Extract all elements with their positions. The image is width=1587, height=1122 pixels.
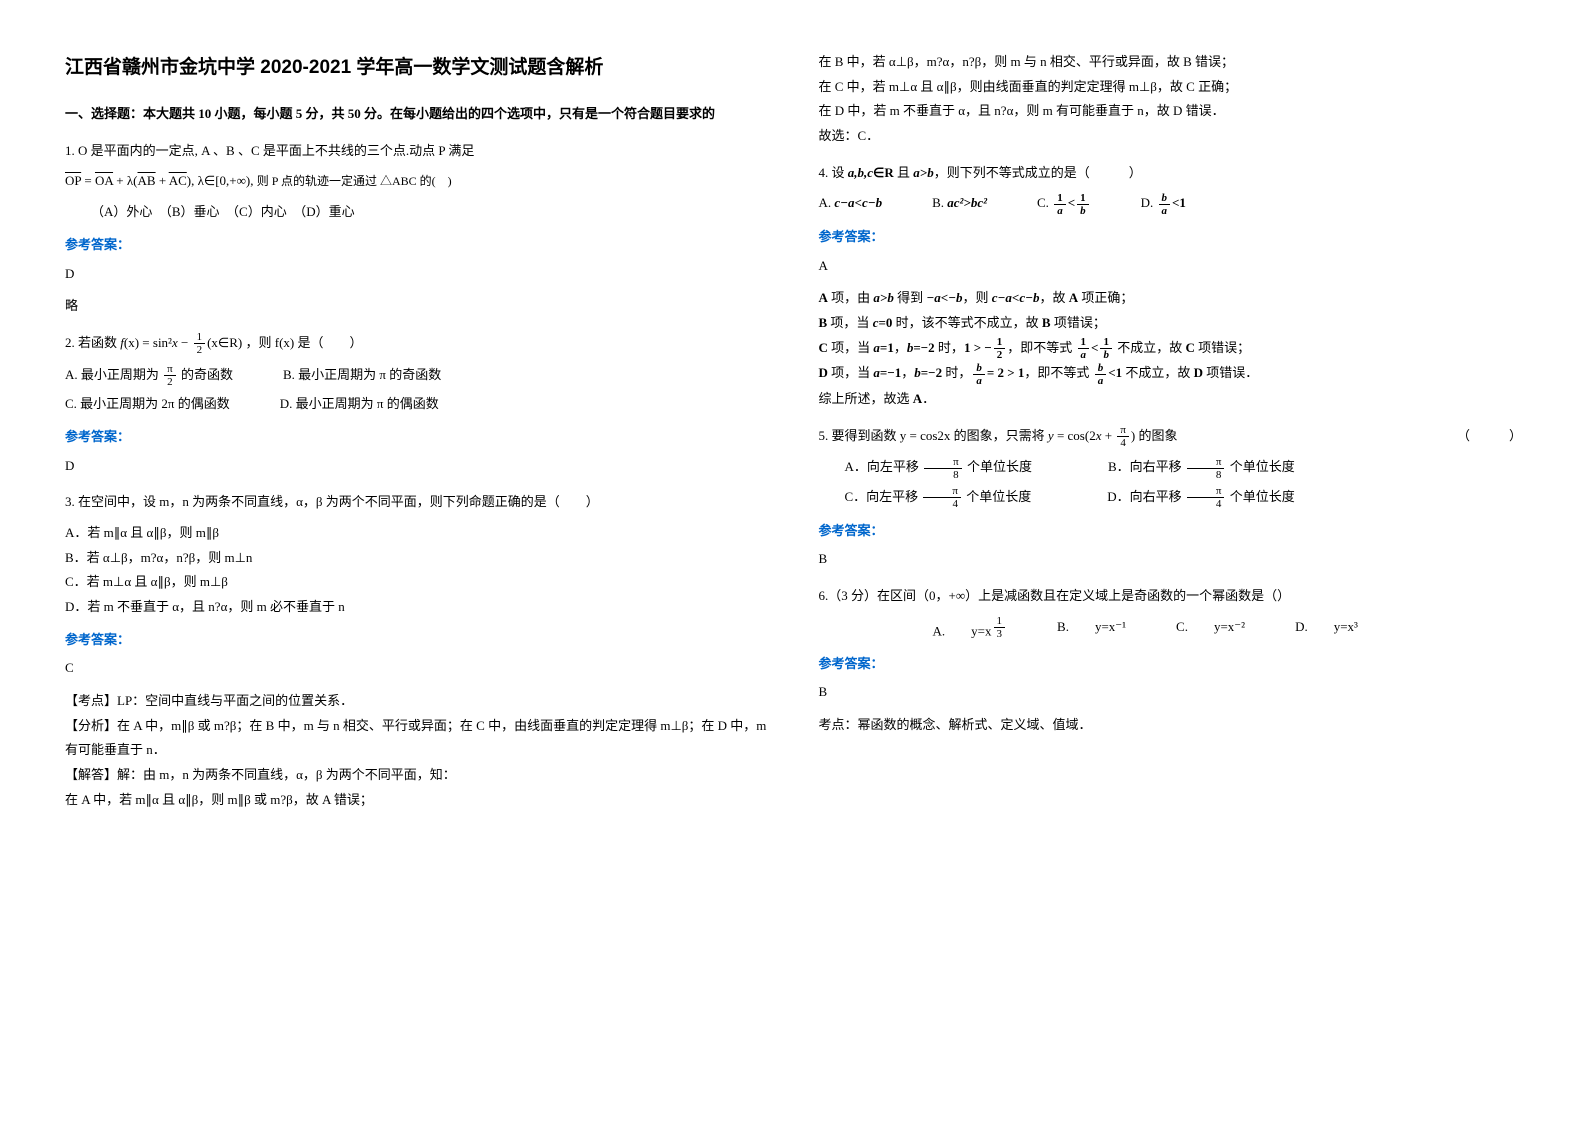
q1-options: （A）外心 （B）垂心 （C）内心 （D）重心 [65, 200, 769, 225]
q1-answer: D [65, 262, 769, 287]
q2-options-row1: A. 最小正周期为 π2 的奇函数 B. 最小正周期为 π 的奇函数 [65, 363, 769, 389]
q4-optD: D. ba<1 [1141, 191, 1186, 217]
answer-label: 参考答案： [65, 233, 769, 258]
q6-optC: C. y=x⁻² [1176, 615, 1245, 644]
q2-optD: D. 最小正周期为 π 的偶函数 [280, 392, 439, 417]
q5-prefix: 5. 要得到函数 y = cos2x 的图象，只需将 [819, 428, 1045, 443]
q1-formula: OP = OA + λ(AB + AC), λ∈[0,+∞), 则 P 点的轨迹… [65, 169, 769, 194]
q6-optB: B. y=x⁻¹ [1057, 615, 1126, 644]
q3-jieda3: 在 B 中，若 α⊥β，m?α，n?β，则 m 与 n 相交、平行或异面，故 B… [819, 50, 1523, 75]
q5-paren: （ ） [1457, 424, 1522, 449]
q2-optC: C. 最小正周期为 2π 的偶函数 [65, 392, 230, 417]
question-2: 2. 若函数 f(x) = sin²x − 12(x∈R) ，则 f(x) 是（… [65, 331, 769, 357]
q6-answer: B [819, 680, 1523, 705]
left-column: 江西省赣州市金坑中学 2020-2021 学年高一数学文测试题含解析 一、选择题… [40, 50, 794, 1072]
q3-answer: C [65, 656, 769, 681]
q6-optA: A. y=x13 [933, 615, 1007, 644]
q4-expD: D 项，当 a=−1，b=−2 时，ba= 2 > 1，即不等式 ba<1 不成… [819, 361, 1523, 387]
answer-label: 参考答案： [65, 425, 769, 450]
q3-jieda6: 故选：C． [819, 124, 1523, 149]
q4-expC: C 项，当 a=1，b=−2 时，1 > −12，即不等式 1a<1b 不成立，… [819, 336, 1523, 362]
question-4: 4. 设 a,b,c∈R 且 a>b，则下列不等式成立的是（ ） [819, 161, 1523, 186]
answer-label: 参考答案： [819, 652, 1523, 677]
q2-prefix: 2. 若函数 [65, 335, 117, 350]
q5-options-row1: A．向左平移 π8 个单位长度 B．向右平移 π8 个单位长度 [819, 455, 1523, 481]
q3-optB: B．若 α⊥β，m?α，n?β，则 m⊥n [65, 546, 769, 571]
exam-title: 江西省赣州市金坑中学 2020-2021 学年高一数学文测试题含解析 [65, 50, 769, 86]
q4-conclusion: 综上所述，故选 A． [819, 387, 1523, 412]
q3-jieda1: 【解答】解：由 m，n 为两条不同直线，α，β 为两个不同平面，知： [65, 763, 769, 788]
q2-options-row2: C. 最小正周期为 2π 的偶函数 D. 最小正周期为 π 的偶函数 [65, 392, 769, 417]
q4-optB: B. ac²>bc² [932, 191, 987, 217]
q3-fenxi: 【分析】在 A 中，m∥β 或 m?β；在 B 中，m 与 n 相交、平行或异面… [65, 714, 769, 763]
q4-options: A. c−a<c−b B. ac²>bc² C. 1a<1b D. ba<1 [819, 191, 1523, 217]
q4-optA: A. c−a<c−b [819, 191, 883, 217]
q1-note: 略 [65, 294, 769, 319]
q4-text: 4. 设 a,b,c∈R 且 a>b，则下列不等式成立的是（ ） [819, 165, 1142, 180]
q1-text: 1. O 是平面内的一定点, A 、B 、C 是平面上不共线的三个点.动点 P … [65, 139, 769, 164]
q4-expB: B 项，当 c=0 时，该不等式不成立，故 B 项错误； [819, 311, 1523, 336]
section-header: 一、选择题：本大题共 10 小题，每小题 5 分，共 50 分。在每小题给出的四… [65, 102, 769, 127]
q2-optB: B. 最小正周期为 π 的奇函数 [283, 363, 441, 389]
q5-answer: B [819, 547, 1523, 572]
q3-jieda2: 在 A 中，若 m∥α 且 α∥β，则 m∥β 或 m?β，故 A 错误； [65, 788, 769, 813]
q2-formula: f(x) = sin²x − 12(x∈R) [120, 335, 242, 350]
q5-optA: A．向左平移 π8 个单位长度 [819, 455, 1032, 481]
q2-answer: D [65, 454, 769, 479]
answer-label: 参考答案： [819, 225, 1523, 250]
q3-optA: A．若 m∥α 且 α∥β，则 m∥β [65, 521, 769, 546]
question-5: 5. 要得到函数 y = cos2x 的图象，只需将 y = cos(2x + … [819, 424, 1523, 450]
q3-optD: D．若 m 不垂直于 α，且 n?α，则 m 必不垂直于 n [65, 595, 769, 620]
q4-expA: A 项，由 a>b 得到 −a<−b，则 c−a<c−b，故 A 项正确； [819, 286, 1523, 311]
q3-kaodian: 【考点】LP：空间中直线与平面之间的位置关系． [65, 689, 769, 714]
q2-optA: A. 最小正周期为 π2 的奇函数 [65, 363, 233, 389]
answer-label: 参考答案： [65, 628, 769, 653]
question-3: 3. 在空间中，设 m，n 为两条不同直线，α，β 为两个不同平面，则下列命题正… [65, 490, 769, 515]
q3-jieda4: 在 C 中，若 m⊥α 且 α∥β，则由线面垂直的判定定理得 m⊥β，故 C 正… [819, 75, 1523, 100]
q5-optB: B．向右平移 π8 个单位长度 [1082, 455, 1295, 481]
answer-label: 参考答案： [819, 519, 1523, 544]
q3-jieda5: 在 D 中，若 m 不垂直于 α，且 n?α，则 m 有可能垂直于 n，故 D … [819, 99, 1523, 124]
q5-options-row2: C．向左平移 π4 个单位长度 D．向右平移 π4 个单位长度 [819, 485, 1523, 511]
q4-answer: A [819, 254, 1523, 279]
q2-suffix: ，则 f(x) 是（ ） [245, 335, 362, 350]
right-column: 在 B 中，若 α⊥β，m?α，n?β，则 m 与 n 相交、平行或异面，故 B… [794, 50, 1548, 1072]
q5-formula: y = cos(2x + π4) [1048, 428, 1135, 443]
q6-kaodian: 考点：幂函数的概念、解析式、定义域、值域． [819, 713, 1523, 738]
q6-optD: D. y=x³ [1295, 615, 1358, 644]
question-6: 6.（3 分）在区间（0，+∞）上是减函数且在定义域上是奇函数的一个幂函数是（） [819, 584, 1523, 609]
q3-optC: C．若 m⊥α 且 α∥β，则 m⊥β [65, 570, 769, 595]
question-1: 1. O 是平面内的一定点, A 、B 、C 是平面上不共线的三个点.动点 P … [65, 139, 769, 225]
q5-suffix: 的图象 [1138, 428, 1177, 443]
q5-optD: D．向右平移 π4 个单位长度 [1081, 485, 1294, 511]
q5-optC: C．向左平移 π4 个单位长度 [819, 485, 1032, 511]
q4-optC: C. 1a<1b [1037, 191, 1091, 217]
q6-options: A. y=x13 B. y=x⁻¹ C. y=x⁻² D. y=x³ [819, 615, 1523, 644]
